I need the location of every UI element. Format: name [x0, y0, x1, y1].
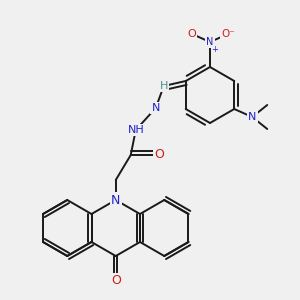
Text: +: +: [212, 46, 218, 55]
Text: N: N: [248, 112, 256, 122]
Text: O: O: [111, 274, 121, 287]
Text: N: N: [152, 103, 160, 113]
Text: N: N: [206, 37, 214, 47]
Text: O: O: [154, 148, 164, 161]
Text: O: O: [188, 29, 196, 39]
Text: N: N: [111, 194, 120, 206]
Text: H: H: [160, 81, 168, 91]
Text: O⁻: O⁻: [221, 29, 235, 39]
Text: N: N: [111, 194, 120, 206]
Text: NH: NH: [128, 125, 144, 135]
